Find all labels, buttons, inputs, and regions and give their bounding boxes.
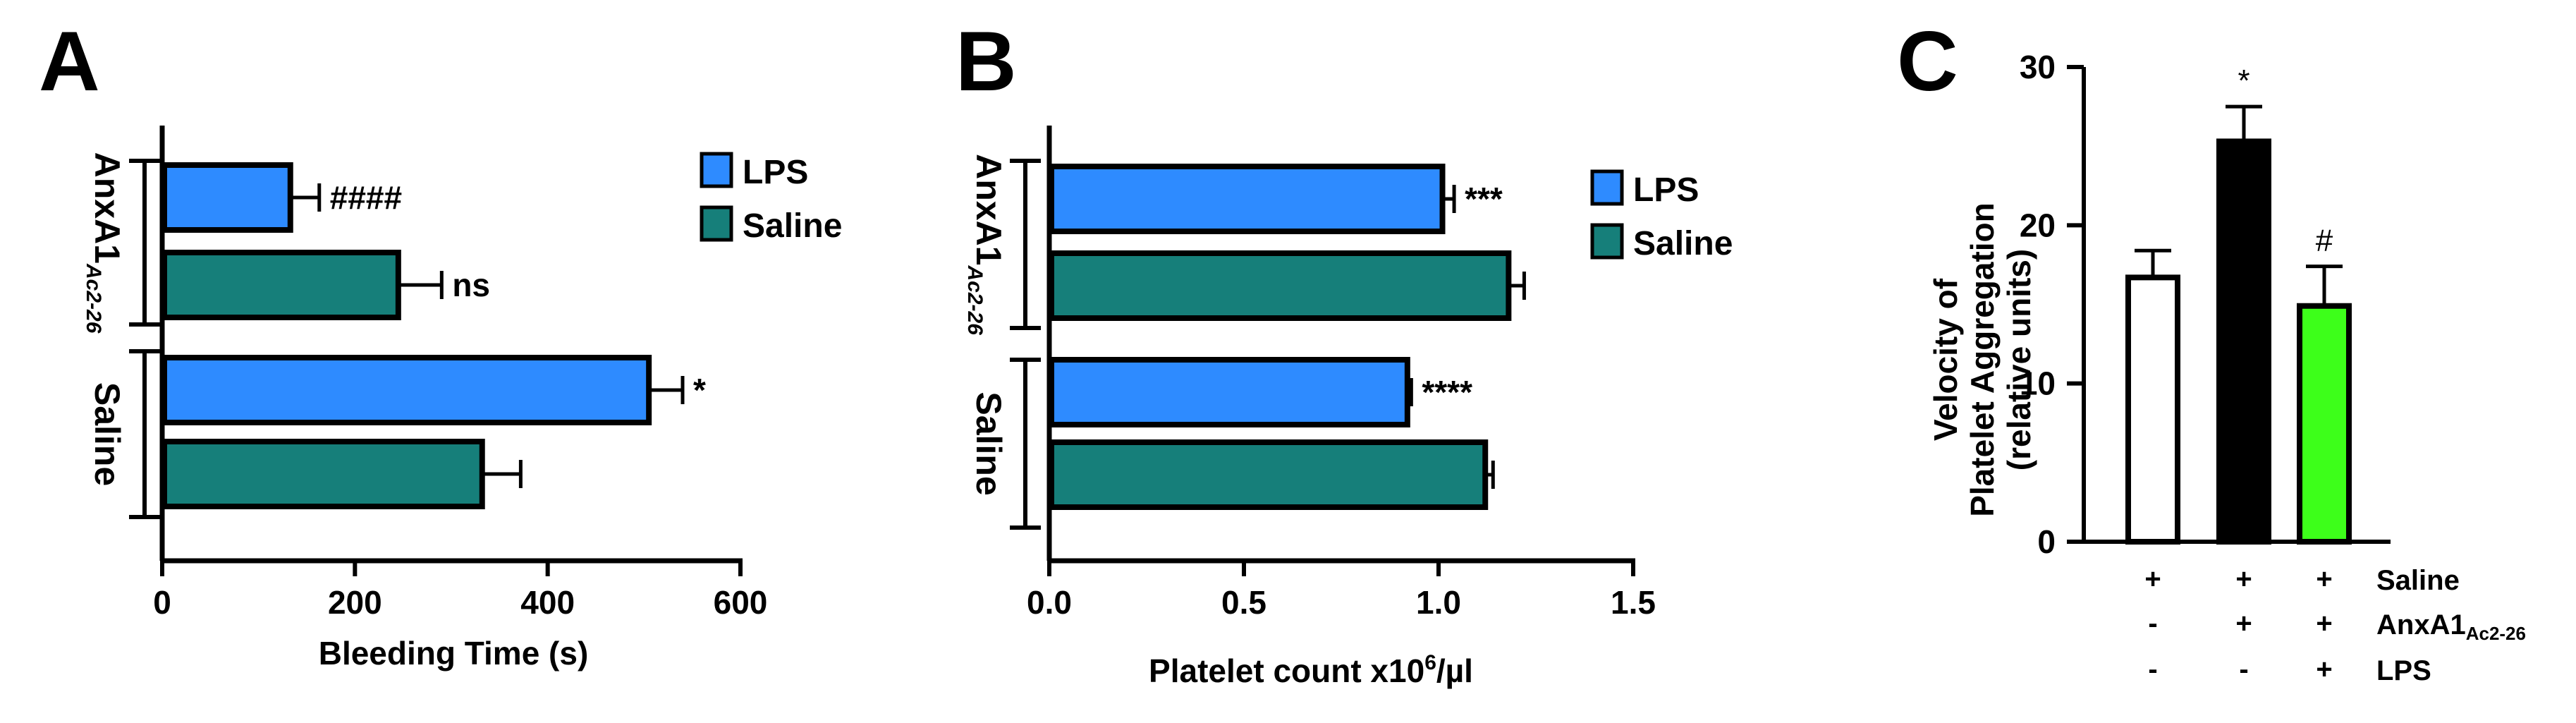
y-title-line-2: Platelet Aggregation [1964,202,2001,517]
condition-sign: + [2316,608,2332,639]
group-label-name: Saline [969,391,1008,495]
panel-a-x-axis-title: Bleeding Time (s) [319,635,589,672]
condition-label-lps: LPS [2376,655,2431,686]
bar-saline-anxa1 [1049,250,1512,321]
group-label-subscript: Ac2-26 [82,263,105,334]
condition-sign: + [2144,564,2161,595]
panel-letter-b: B [956,14,1017,109]
bar-lps-anxa1 [1049,164,1446,234]
condition-sign: + [2235,608,2252,639]
group-label-name: AnxA1 [969,154,1008,265]
group-label-anxa1: AnxA1Ac2-26 [82,152,127,334]
condition-sign: + [2235,564,2252,595]
condition-sign: - [2148,654,2157,685]
x-tick-label: 1.0 [1416,584,1461,621]
legend-swatch-lps [700,152,733,188]
legend-label-lps: LPS [743,154,808,191]
bar-saline-anxa1 [161,250,401,320]
condition-name: Saline [2376,565,2460,596]
legend-swatch-saline [700,205,733,242]
panel-c-chart: 0 10 20 30 * # + + + Saline - + + AnxA1Ac2-26 - - + LPS [2020,49,2526,686]
group-label-saline: Saline [969,391,1008,495]
bar-lps-saline [1049,357,1410,427]
condition-sign: + [2316,564,2332,595]
significance-label: * [693,372,706,408]
panel-a-chart: 0 200 400 600 #### ns AnxA1Ac2-26 * Saline LPS Sal… [82,126,842,621]
panel-letter-a: A [39,14,100,109]
panel-b-chart: 0.0 0.5 1.0 1.5 *** AnxA1Ac2-26 **** Saline LPS S… [963,126,1733,621]
legend-swatch-lps [1590,169,1624,206]
bar-lps-anxa1 [161,162,293,233]
x-tick-label: 200 [328,584,382,621]
y-tick-label: 30 [2020,49,2056,85]
significance-label: #### [330,179,402,216]
condition-label-anxa1: AnxA1Ac2-26 [2376,609,2526,644]
condition-name: AnxA1 [2376,609,2466,640]
panel-c-y-axis-title: Velocity of Platelet Aggregation (relati… [1927,202,2037,517]
bar-2 [2216,138,2271,545]
legend-swatch-saline [1590,223,1624,260]
significance-label: **** [1422,374,1472,411]
group-label-name: Saline [87,382,127,486]
legend-label-saline: Saline [1633,225,1733,262]
bar-lps-saline [161,355,652,425]
significance-label: # [2316,224,2333,258]
x-tick-label: 400 [520,584,575,621]
panel-b-x-axis-title: Platelet count x106/µl [1149,651,1473,689]
bar-3 [2297,303,2352,545]
condition-sign: - [2239,654,2248,685]
bar-saline-saline [1049,439,1489,510]
significance-label: * [2238,63,2250,98]
group-label-saline: Saline [87,382,127,486]
group-label-anxa1: AnxA1Ac2-26 [963,154,1008,335]
condition-label-saline: Saline [2376,565,2460,596]
significance-label: *** [1465,181,1503,217]
panel-letter-c: C [1897,14,1958,109]
significance-label: ns [452,267,490,303]
condition-subscript: Ac2-26 [2466,623,2526,644]
condition-name: LPS [2376,655,2431,686]
group-label-name: AnxA1 [87,152,127,264]
y-tick-label: 20 [2020,207,2056,243]
bar-saline-saline [161,439,485,509]
group-label-subscript: Ac2-26 [963,265,987,335]
x-tick-label: 0.0 [1027,584,1072,621]
y-tick-label: 0 [2037,523,2056,560]
legend-label-lps: LPS [1633,171,1699,209]
x-tick-label: 600 [714,584,768,621]
x-tick-label: 0.5 [1221,584,1266,621]
condition-sign: + [2316,654,2332,685]
y-title-line-3: (relative units) [2001,249,2037,470]
y-title-line-1: Velocity of [1927,278,1964,441]
legend-label-saline: Saline [743,207,842,245]
x-tick-label: 1.5 [1611,584,1656,621]
condition-sign: - [2148,608,2157,639]
y-tick-label: 10 [2020,365,2056,402]
x-tick-label: 0 [153,584,171,621]
bar-1 [2125,274,2180,545]
